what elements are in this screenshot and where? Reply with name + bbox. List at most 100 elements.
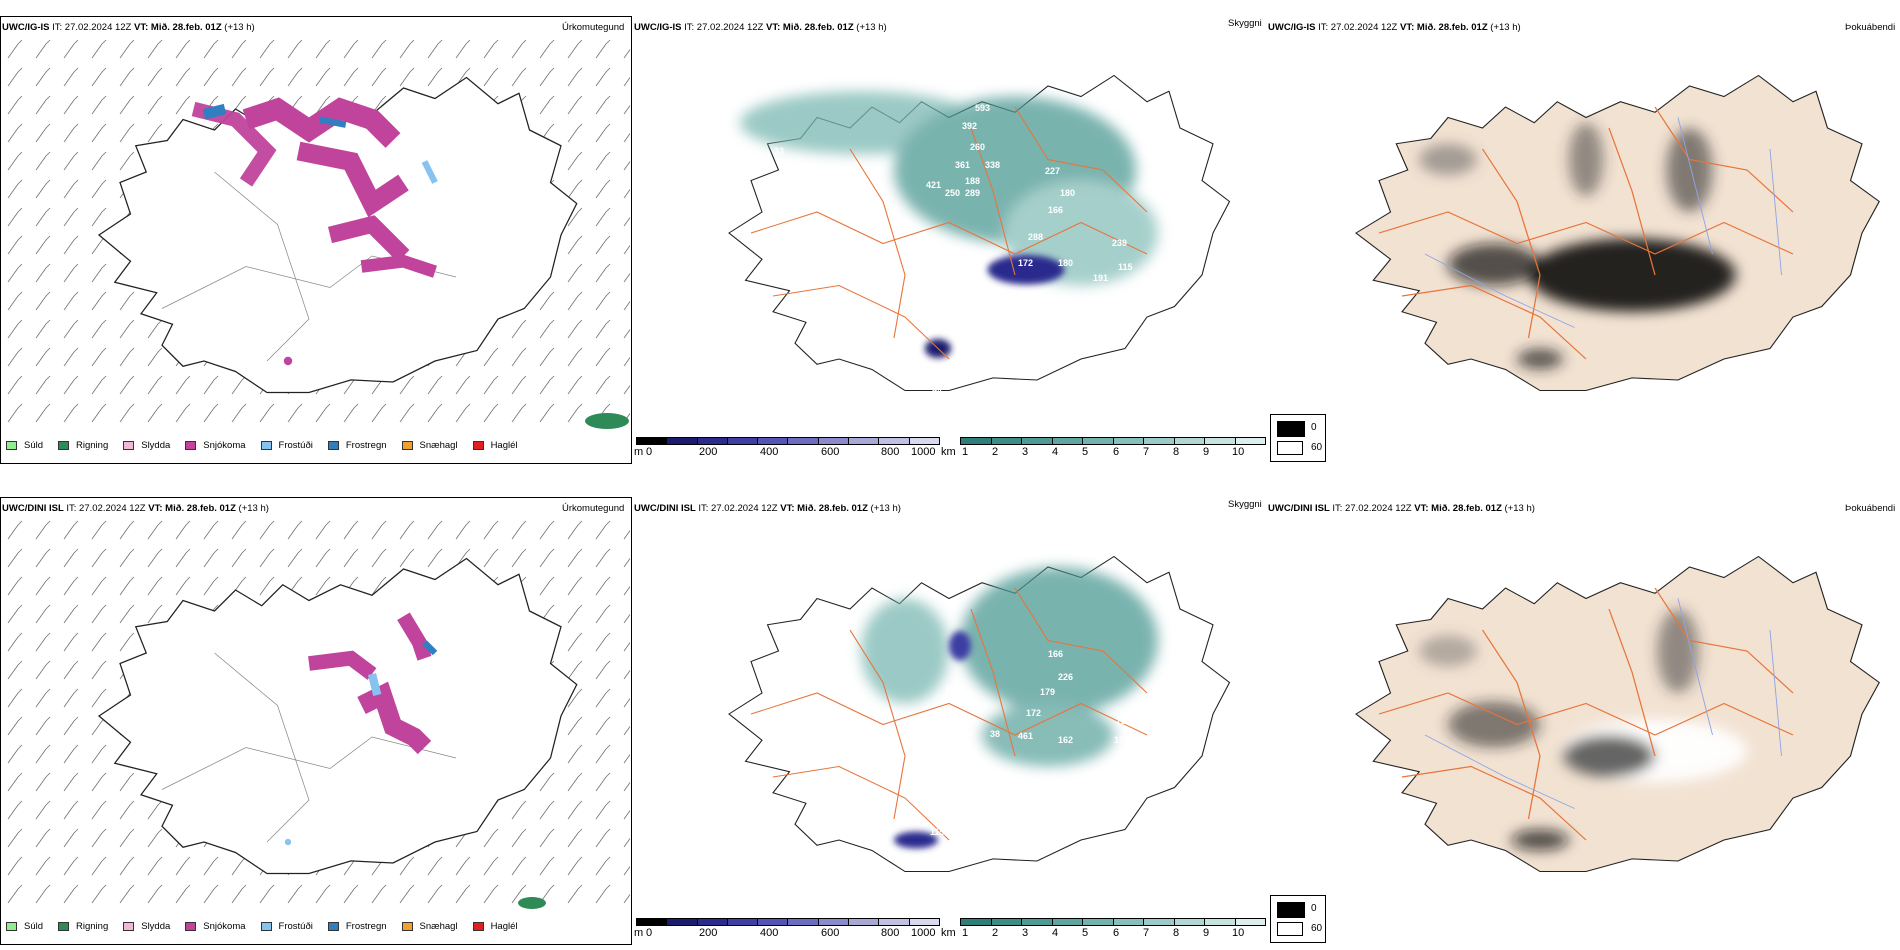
cloud-base-label: 400 <box>760 178 775 188</box>
legend-label: Snjókoma <box>203 921 246 932</box>
legend-swatch <box>185 922 197 931</box>
precip-panel-frame <box>0 497 632 945</box>
legend-item: Snjókoma <box>185 921 246 932</box>
cloud-base-unit: m <box>634 927 644 939</box>
legend-label: Haglél <box>490 921 518 932</box>
cloud-base-label: 239 <box>1112 238 1127 248</box>
legend-label: Slydda <box>141 921 171 932</box>
legend-label: Haglél <box>490 440 518 451</box>
visibility-tick: 7 <box>1143 446 1150 458</box>
valid-label: VT: <box>134 22 149 33</box>
cloud-visibility-map: 166 226 179 172 461 162 157 290 115 85 7… <box>728 555 1231 873</box>
legend-swatch <box>472 922 484 931</box>
fog-indicator-map <box>1355 74 1880 392</box>
cloud-base-label: 288 <box>1028 232 1043 242</box>
legend-swatch <box>401 922 413 931</box>
cloud-base-colorbar <box>636 918 940 926</box>
legend-label: Frostregn <box>345 440 387 451</box>
cloud-base-tick: 0 <box>646 446 653 458</box>
init-time: IT: 27.02.2024 12Z <box>698 503 778 514</box>
cloud-base-tick: 400 <box>760 927 779 939</box>
valid-label: VT: <box>148 503 163 514</box>
legend-label: Rigning <box>76 921 109 932</box>
visibility-tick: 3 <box>1022 927 1029 939</box>
cloud-base-tick: 600 <box>821 927 840 939</box>
legend-item: Súld <box>6 921 43 932</box>
legend-label: Frostregn <box>345 921 387 932</box>
valid-label: VT: <box>1414 503 1429 514</box>
cloud-base-label: 33 <box>774 146 784 156</box>
cloud-base-label: 461 <box>1018 731 1033 741</box>
panel-header: UWC/IG-IS IT: 27.02.2024 12Z VT: Mið. 28… <box>2 22 255 34</box>
cloud-base-label: 94 <box>932 386 942 396</box>
visibility-tick: 2 <box>992 927 999 939</box>
lead-time: (+13 h) <box>870 503 901 514</box>
precip-legend: Súld Rigning Slydda Snjókoma Frostúði Fr… <box>6 921 533 932</box>
legend-swatch <box>6 441 17 450</box>
cloud-base-label: 20 <box>828 224 838 234</box>
legend-swatch <box>401 441 413 450</box>
legend-label: Snæhagl <box>419 921 458 932</box>
cloud-base-label: 421 <box>926 180 941 190</box>
legend-label: Frostúði <box>278 921 313 932</box>
cloud-base-label: 227 <box>1045 166 1060 176</box>
fog-legend-value: 60 <box>1311 442 1323 453</box>
cloud-base-tick: 600 <box>821 446 840 458</box>
legend-item: Frostregn <box>327 440 387 451</box>
precip-title: Úrkomutegund <box>562 503 625 514</box>
visibility-title: Skyggni <box>1228 499 1262 510</box>
precip-type-map <box>2 517 630 913</box>
cloud-base-labels: 166 226 179 172 461 162 157 290 115 85 7… <box>928 649 1129 871</box>
cloud-base-colorbar <box>636 437 940 445</box>
visibility-tick: 3 <box>1022 446 1029 458</box>
cloud-base-label: 290 <box>945 684 960 694</box>
legend-item: Frostúði <box>260 440 313 451</box>
legend-swatch <box>260 441 272 450</box>
visibility-tick: 5 <box>1082 927 1089 939</box>
cloud-visibility-map: 593 392 260 361 338 227 421 188 289 250 … <box>728 74 1231 396</box>
cloud-base-label: 115 <box>1118 262 1133 272</box>
legend-swatch <box>123 441 135 450</box>
legend-item: Haglél <box>472 440 518 451</box>
cloud-base-tick: 0 <box>646 927 653 939</box>
visibility-unit: km <box>941 446 956 458</box>
cloud-base-label: 38 <box>990 729 1000 739</box>
cloud-base-label: 162 <box>1058 735 1073 745</box>
visibility-tick: 9 <box>1203 927 1210 939</box>
cloud-base-label: 180 <box>1058 258 1073 268</box>
visibility-tick: 4 <box>1052 927 1059 939</box>
valid-label: VT: <box>766 22 781 33</box>
valid-time: Mið. 28.feb. 01Z <box>782 22 854 33</box>
legend-label: Rigning <box>76 440 109 451</box>
model-name: UWC/IG-IS <box>1268 22 1316 33</box>
cloud-base-label: 361 <box>955 160 970 170</box>
cloud-base-tick: 200 <box>699 927 718 939</box>
valid-time: Mið. 28.feb. 01Z <box>797 503 868 514</box>
visibility-tick: 8 <box>1173 927 1180 939</box>
visibility-tick: 10 <box>1232 927 1245 939</box>
cloud-base-label: 260 <box>970 142 985 152</box>
legend-label: Slydda <box>141 440 171 451</box>
cloud-base-tick: 800 <box>881 446 900 458</box>
legend-label: Frostúði <box>278 440 313 451</box>
panel-header: UWC/DINI ISL IT: 27.02.2024 12Z VT: Mið.… <box>2 503 269 515</box>
init-time: IT: 27.02.2024 12Z <box>1332 503 1412 514</box>
cloud-base-label: 338 <box>985 160 1000 170</box>
lead-time: (+13 h) <box>238 503 269 514</box>
legend-item: Frostúði <box>260 921 313 932</box>
legend-swatch <box>472 441 484 450</box>
valid-time: Mið. 28.feb. 01Z <box>1431 503 1502 514</box>
visibility-unit: km <box>941 927 956 939</box>
panel-header: UWC/DINI ISL IT: 27.02.2024 12Z VT: Mið.… <box>634 503 901 515</box>
legend-swatch <box>327 441 339 450</box>
legend-swatch <box>58 922 70 931</box>
precip-type-map <box>2 36 630 432</box>
model-name: UWC/IG-IS <box>634 22 682 33</box>
legend-item: Slydda <box>123 921 170 932</box>
legend-item: Súld <box>6 440 43 451</box>
legend-item: Haglél <box>472 921 518 932</box>
legend-item: Rigning <box>58 440 108 451</box>
precip-panel-frame <box>0 16 632 464</box>
legend-item: Rigning <box>58 921 108 932</box>
visibility-tick: 1 <box>962 446 969 458</box>
